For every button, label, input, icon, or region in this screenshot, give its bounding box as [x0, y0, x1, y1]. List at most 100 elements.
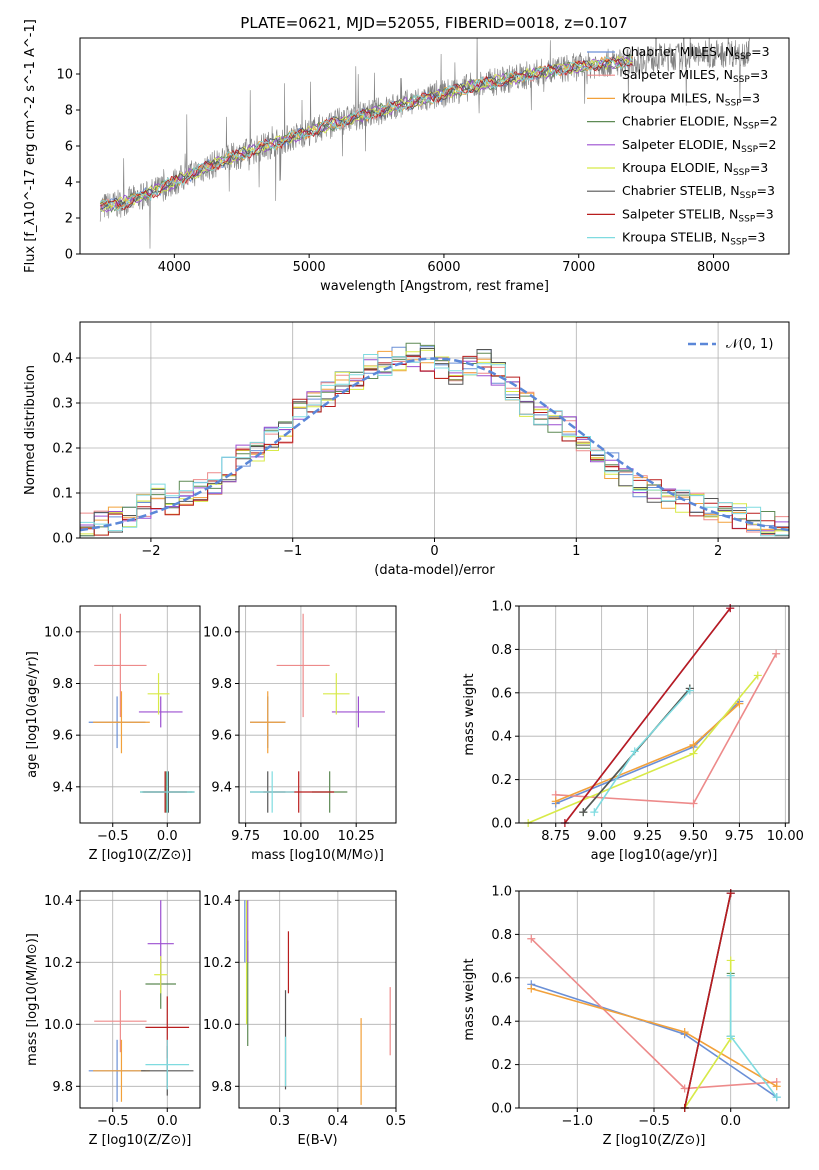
weight-marker-kroupa-stelib — [726, 1032, 735, 1041]
mass-age-plot-area — [250, 613, 385, 813]
z-mass-panel: −0.5 0.0 9.8 10.0 10.2 10.4 Z [log10(Z/Z⊙)] mas… — [25, 890, 201, 1148]
z-age-ytick-label: 9.6 — [52, 729, 73, 744]
z-age-frame — [79, 605, 201, 824]
age-weight-ytick-label: 0.4 — [491, 730, 512, 745]
residuals-xtick-label: −1 — [283, 544, 302, 559]
model-salpeter-miles — [100, 56, 633, 209]
zmet-weight-ytick-label: 0.8 — [491, 928, 512, 943]
legend-label: Chabrier ELODIE, NSSP=2 — [622, 114, 778, 132]
spectrum-ytick-label: 0 — [65, 248, 73, 263]
ebv-mass-ytick-label: 10.0 — [203, 1018, 232, 1033]
weight-marker-kroupa-stelib — [590, 808, 599, 817]
histogram-salpeter-stelib — [80, 355, 789, 536]
z-age-xtick-label: −0.5 — [97, 829, 129, 844]
weight-marker-kroupa-miles — [735, 699, 744, 708]
spectrum-xtick-label: 6000 — [427, 260, 460, 275]
z-age-ytick-label: 10.0 — [44, 625, 73, 640]
spectrum-ytick-label: 2 — [65, 212, 73, 227]
ebv-mass-plot-area — [244, 900, 391, 1105]
age-weight-ytick-label: 0.2 — [491, 773, 512, 788]
mass-age-xtick-label: 10.00 — [282, 829, 319, 844]
residuals-ylabel: Normed distribution — [23, 365, 38, 495]
spectrum-xtick-label: 7000 — [562, 260, 595, 275]
age-weight-ytick-label: 0.0 — [491, 817, 512, 832]
weight-marker-kroupa-miles — [551, 797, 560, 806]
age-weight-ytick-label: 0.6 — [491, 686, 512, 701]
z-age-ylabel: age [log10(age/yr)] — [25, 651, 40, 778]
z-age-xtick-label: 0.0 — [157, 829, 178, 844]
spectrum-ytick-label: 8 — [65, 104, 73, 119]
mass-age-xlabel: mass [log10(M/M⊙)] — [251, 848, 384, 863]
zmet-weight-ytick-label: 1.0 — [491, 885, 512, 900]
spectrum-ytick-label: 10 — [56, 68, 73, 83]
weight-marker-kroupa-miles — [689, 740, 698, 749]
weight-marker-kroupa-elodie — [689, 749, 698, 758]
weight-marker-kroupa-elodie — [726, 956, 735, 965]
z-mass-ytick-label: 10.4 — [44, 894, 73, 909]
mass-age-panel: 9.75 10.00 10.25 9.4 9.6 9.8 10.0 mass [log10(M… — [203, 605, 397, 863]
weight-marker-salpeter-miles — [680, 1084, 689, 1093]
mass-age-ytick-label: 10.0 — [203, 625, 232, 640]
z-age-ytick-label: 9.8 — [52, 677, 73, 692]
spectrum-frame — [79, 37, 790, 255]
ebv-mass-frame — [238, 890, 397, 1109]
spectrum-ytick-label: 4 — [65, 176, 73, 191]
legend-label: Salpeter ELODIE, NSSP=2 — [622, 137, 776, 155]
legend-label: Salpeter MILES, NSSP=3 — [622, 67, 768, 85]
z-age-panel: −0.5 0.0 9.4 9.6 9.8 10.0 Z [log10(Z/Z⊙)] age [… — [25, 605, 201, 863]
residuals-ytick-label: 0.0 — [52, 532, 73, 547]
weight-line-kroupa-stelib — [593, 690, 691, 813]
residuals-xtick-label: 0 — [430, 544, 438, 559]
ebv-mass-xtick-label: 0.3 — [269, 1114, 290, 1129]
zmet-weight-panel: −1.0 −0.5 0.0 0.0 0.2 0.4 0.6 0.8 1.0 Z [log10(Z/… — [462, 885, 790, 1148]
residuals-xtick-label: 2 — [714, 544, 722, 559]
weight-marker-kroupa-miles — [527, 984, 536, 993]
histogram-kroupa-stelib — [80, 354, 789, 537]
ebv-mass-ytick-label: 10.4 — [203, 894, 232, 909]
weight-marker-salpeter-miles — [527, 934, 536, 943]
ebv-mass-panel: 0.3 0.4 0.5 9.8 10.0 10.2 10.4 E(B-V) — [203, 890, 407, 1148]
z-mass-ylabel: mass [log10(M/M⊙)] — [25, 933, 40, 1066]
age-weight-plot-area — [524, 604, 781, 827]
z-mass-frame — [79, 890, 201, 1109]
age-weight-xtick-label: 10.00 — [767, 829, 804, 844]
age-weight-xtick-label: 9.25 — [633, 829, 662, 844]
weight-marker-kroupa-stelib — [685, 686, 694, 695]
zmet-weight-xlabel: Z [log10(Z/Z⊙)] — [603, 1133, 706, 1148]
z-mass-plot-area — [88, 900, 194, 1102]
zmet-weight-frame — [518, 890, 790, 1109]
weight-marker-salpeter-miles — [689, 799, 698, 808]
z-mass-xtick-label: −0.5 — [97, 1114, 129, 1129]
ebv-mass-ytick-label: 9.8 — [211, 1080, 232, 1095]
model-salpeter-stelib — [100, 57, 633, 210]
mass-age-ytick-label: 9.6 — [211, 729, 232, 744]
ebv-mass-xtick-label: 0.5 — [386, 1114, 407, 1129]
age-weight-xtick-label: 9.00 — [587, 829, 616, 844]
weight-line-salpeter-stelib — [564, 607, 731, 824]
z-mass-ytick-label: 9.8 — [52, 1080, 73, 1095]
residuals-panel: −2 −1 0 1 2 0.0 0.1 0.2 0.3 0.4 (data-model)/error… — [23, 321, 790, 578]
model-kroupa-miles — [100, 55, 633, 211]
weight-marker-kroupa-elodie — [753, 671, 762, 680]
age-weight-xtick-label: 8.75 — [541, 829, 570, 844]
zmet-weight-plot-area — [527, 889, 781, 1112]
legend-label: Kroupa ELODIE, NSSP=3 — [622, 160, 768, 178]
residuals-plot-area — [79, 342, 790, 537]
zmet-weight-xtick-label: −1.0 — [562, 1114, 594, 1129]
zmet-weight-xtick-label: −0.5 — [638, 1114, 670, 1129]
weight-marker-kroupa-stelib — [630, 747, 639, 756]
model-chabrier-stelib — [100, 56, 633, 210]
figure-title: PLATE=0621, MJD=52055, FIBERID=0018, z=0… — [240, 14, 627, 32]
weight-marker-kroupa-miles — [680, 1028, 689, 1037]
mass-age-frame — [238, 605, 397, 824]
observed-spectrum — [99, 38, 750, 249]
spectrum-plot-area — [99, 38, 750, 249]
ebv-mass-xtick-label: 0.4 — [328, 1114, 349, 1129]
spectrum-xtick-label: 8000 — [697, 260, 730, 275]
z-mass-xtick-label: 0.0 — [157, 1114, 178, 1129]
z-age-xlabel: Z [log10(Z/Z⊙)] — [89, 848, 192, 863]
residuals-legend: 𝒩(0, 1) — [688, 337, 773, 352]
age-weight-xlabel: age [log10(age/yr)] — [591, 848, 718, 863]
z-mass-xlabel: Z [log10(Z/Z⊙)] — [89, 1133, 192, 1148]
